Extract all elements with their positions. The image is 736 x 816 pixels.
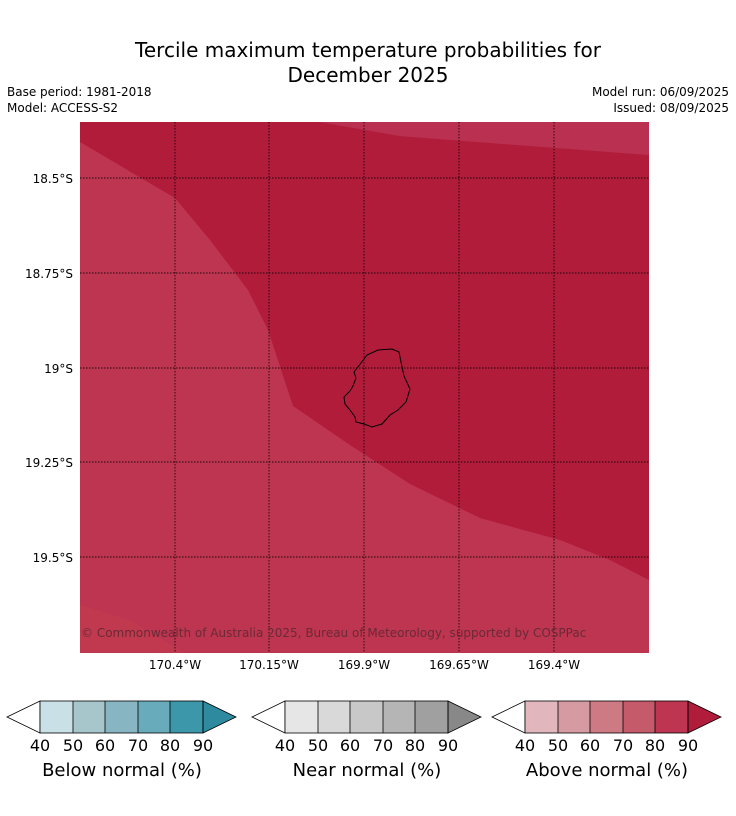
- lat-label: 19°S: [44, 362, 73, 376]
- colorbar-high-arrow: [203, 701, 236, 733]
- colorbar-low-arrow: [251, 700, 286, 734]
- meta-right: Model run: 06/09/2025 Issued: 08/09/2025: [592, 84, 729, 116]
- colorbar-tick: 80: [405, 736, 425, 755]
- island-outline: [343, 348, 411, 428]
- map-fields: [80, 122, 649, 653]
- field-above-90: [80, 122, 649, 580]
- colorbar-tick: 50: [63, 736, 83, 755]
- model-name: Model: ACCESS-S2: [7, 101, 119, 115]
- lon-labels: 170.4°W 170.15°W 169.9°W 169.65°W 169.4°…: [149, 658, 580, 672]
- colorbar-tick: 80: [160, 736, 180, 755]
- colorbar-above-title: Above normal (%): [525, 760, 689, 781]
- colorbar-tick: 70: [128, 736, 148, 755]
- colorbar-swatch: [170, 701, 203, 733]
- colorbar-tick: 80: [645, 736, 665, 755]
- colorbar-near-svg: 40 50 60 70 80 90: [251, 700, 482, 755]
- lat-labels: 18.5°S 18.75°S 19°S 19.25°S 19.5°S: [25, 172, 73, 565]
- lon-label: 169.65°W: [429, 658, 489, 672]
- colorbar-swatch: [350, 701, 383, 733]
- title-line-1: Tercile maximum temperature probabilitie…: [135, 38, 601, 62]
- colorbar-swatch: [415, 701, 448, 733]
- colorbar-tick: 60: [580, 736, 600, 755]
- colorbar-swatch: [285, 701, 318, 733]
- lat-label: 18.75°S: [25, 267, 73, 281]
- colorbar-above-normal: 40 50 60 70 80 90: [490, 700, 724, 756]
- field-lower-left-lighter: [80, 605, 185, 653]
- lat-label: 19.5°S: [33, 551, 73, 565]
- colorbar-swatch: [558, 701, 590, 733]
- colorbar-swatch: [623, 701, 655, 733]
- colorbar-swatch: [318, 701, 350, 733]
- colorbar-swatch: [73, 701, 105, 733]
- colorbar-swatch: [105, 701, 138, 733]
- colorbar-tick: 50: [308, 736, 328, 755]
- colorbar-swatch: [525, 701, 558, 733]
- colorbar-swatch: [40, 701, 73, 733]
- lon-label: 170.15°W: [239, 658, 299, 672]
- model-run: Model run: 06/09/2025: [591, 85, 729, 99]
- colorbar-tick: 40: [515, 736, 535, 755]
- issued-date: Issued: 08/09/2025: [613, 101, 729, 115]
- colorbar-near-title: Near normal (%): [292, 760, 442, 781]
- lon-label: 170.4°W: [149, 658, 201, 672]
- colorbar-below-svg: 40 50 60 70 80 90: [6, 700, 237, 755]
- colorbar-tick: 70: [613, 736, 633, 755]
- lat-label: 19.25°S: [25, 456, 73, 470]
- colorbar-tick: 60: [95, 736, 115, 755]
- base-period: Base period: 1981-2018: [7, 85, 152, 99]
- colorbar-swatch: [655, 701, 688, 733]
- colorbar-low-arrow: [6, 700, 41, 734]
- colorbar-below-normal: 40 50 60 70 80 90: [5, 700, 239, 756]
- colorbar-low-arrow: [491, 700, 526, 734]
- colorbar-near-normal: 40 50 60 70 80 90: [250, 700, 484, 756]
- meta-left: Base period: 1981-2018 Model: ACCESS-S2: [7, 84, 152, 116]
- colorbar-tick: 90: [678, 736, 698, 755]
- colorbar-high-arrow: [688, 701, 721, 733]
- colorbar-high-arrow: [448, 701, 481, 733]
- colorbar-tick: 90: [438, 736, 458, 755]
- colorbar-swatch: [138, 701, 170, 733]
- colorbar-above-svg: 40 50 60 70 80 90: [491, 700, 722, 755]
- copyright-text: © Commonwealth of Australia 2025, Bureau…: [81, 626, 586, 640]
- colorbar-swatch: [383, 701, 415, 733]
- colorbar-tick: 40: [30, 736, 50, 755]
- colorbar-below-title: Below normal (%): [42, 760, 202, 781]
- lon-label: 169.4°W: [528, 658, 580, 672]
- colorbar-tick: 70: [373, 736, 393, 755]
- colorbar-swatch: [590, 701, 623, 733]
- gridlines: [80, 122, 649, 653]
- probability-map: © Commonwealth of Australia 2025, Bureau…: [25, 122, 649, 672]
- colorbar-tick: 40: [275, 736, 295, 755]
- title-line-2: December 2025: [287, 63, 449, 87]
- chart-title: Tercile maximum temperature probabilitie…: [0, 38, 736, 88]
- colorbar-tick: 90: [193, 736, 213, 755]
- lat-label: 18.5°S: [33, 172, 73, 186]
- colorbar-tick: 50: [548, 736, 568, 755]
- lon-label: 169.9°W: [338, 658, 390, 672]
- field-upper-right-lighter: [320, 122, 649, 155]
- colorbar-tick: 60: [340, 736, 360, 755]
